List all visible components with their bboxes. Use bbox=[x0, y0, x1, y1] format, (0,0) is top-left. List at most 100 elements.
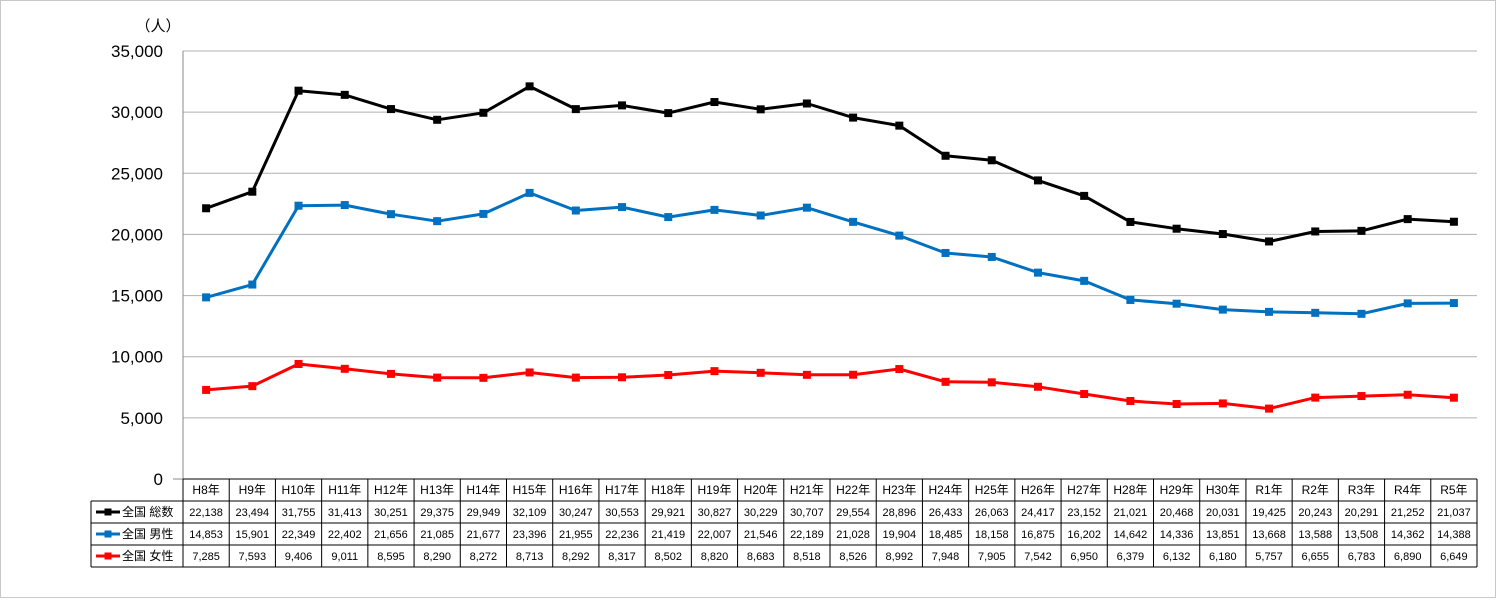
data-table-value: 21,419 bbox=[651, 529, 685, 541]
x-tick-label: R5年 bbox=[1440, 483, 1467, 497]
data-point-marker bbox=[571, 206, 580, 215]
data-table-value: 14,336 bbox=[1160, 529, 1194, 541]
data-point-marker bbox=[433, 115, 442, 124]
data-table-value: 29,921 bbox=[651, 507, 685, 519]
data-point-marker bbox=[664, 213, 673, 222]
data-point-marker bbox=[294, 359, 303, 368]
data-table-value: 16,202 bbox=[1067, 529, 1101, 541]
data-point-marker bbox=[479, 373, 488, 382]
data-point-marker bbox=[1033, 382, 1042, 391]
data-table-value: 8,272 bbox=[470, 551, 498, 563]
x-tick-label: H22年 bbox=[836, 483, 870, 497]
data-table-value: 13,851 bbox=[1206, 529, 1240, 541]
data-table-value: 8,292 bbox=[562, 551, 590, 563]
data-point-marker bbox=[618, 203, 627, 212]
data-table-value: 22,236 bbox=[605, 529, 639, 541]
legend-label: 全国 総数 bbox=[122, 504, 173, 519]
data-table-value: 23,396 bbox=[513, 529, 547, 541]
data-point-marker bbox=[756, 211, 765, 220]
x-tick-label: H26年 bbox=[1021, 483, 1055, 497]
data-point-marker bbox=[664, 371, 673, 380]
data-table-value: 30,827 bbox=[698, 507, 732, 519]
data-table-value: 8,820 bbox=[701, 551, 729, 563]
data-point-marker bbox=[941, 377, 950, 386]
data-table-value: 22,349 bbox=[282, 529, 316, 541]
data-table-value: 19,425 bbox=[1252, 507, 1286, 519]
data-point-marker bbox=[525, 82, 534, 91]
series-line bbox=[205, 191, 1454, 316]
data-point-marker bbox=[1311, 308, 1320, 317]
data-table-value: 20,031 bbox=[1206, 507, 1240, 519]
data-point-marker bbox=[1357, 226, 1366, 235]
data-table-value: 21,677 bbox=[467, 529, 501, 541]
data-table-value: 16,875 bbox=[1021, 529, 1055, 541]
data-point-marker bbox=[987, 252, 996, 261]
x-tick-label: H10年 bbox=[282, 483, 316, 497]
data-table-value: 8,595 bbox=[377, 551, 405, 563]
data-point-marker bbox=[479, 209, 488, 218]
data-point-marker bbox=[895, 231, 904, 240]
data-table-value: 30,251 bbox=[374, 507, 408, 519]
data-table-value: 26,433 bbox=[929, 507, 963, 519]
data-table-value: 21,252 bbox=[1391, 507, 1425, 519]
data-table-value: 29,949 bbox=[467, 507, 501, 519]
data-table-value: 9,406 bbox=[285, 551, 313, 563]
series-line bbox=[205, 84, 1454, 243]
data-point-marker bbox=[941, 151, 950, 160]
data-point-marker bbox=[618, 373, 627, 382]
data-table-value: 8,317 bbox=[608, 551, 636, 563]
data-point-marker bbox=[710, 367, 719, 376]
data-table-value: 8,290 bbox=[423, 551, 451, 563]
data-point-marker bbox=[941, 248, 950, 257]
data-point-marker bbox=[202, 385, 211, 394]
data-point-marker bbox=[710, 205, 719, 214]
data-table-value: 8,502 bbox=[654, 551, 682, 563]
data-point-marker bbox=[618, 101, 627, 110]
data-point-marker bbox=[1403, 299, 1412, 308]
y-tick-label: 0 bbox=[154, 470, 163, 489]
data-point-marker bbox=[1218, 305, 1227, 314]
data-point-marker bbox=[1172, 224, 1181, 233]
data-point-marker bbox=[1449, 299, 1458, 308]
data-point-marker bbox=[571, 373, 580, 382]
x-tick-label: H25年 bbox=[975, 483, 1009, 497]
data-point-marker bbox=[294, 86, 303, 95]
x-tick-label: R1年 bbox=[1255, 483, 1282, 497]
data-point-marker bbox=[895, 365, 904, 374]
data-point-marker bbox=[1403, 390, 1412, 399]
data-point-marker bbox=[1033, 268, 1042, 277]
data-table-value: 20,291 bbox=[1345, 507, 1379, 519]
data-table-value: 13,508 bbox=[1345, 529, 1379, 541]
data-table-value: 6,649 bbox=[1440, 551, 1468, 563]
data-table-value: 22,402 bbox=[328, 529, 362, 541]
data-table-value: 21,085 bbox=[420, 529, 454, 541]
data-point-marker bbox=[1218, 399, 1227, 408]
data-table-value: 6,379 bbox=[1117, 551, 1145, 563]
data-point-marker bbox=[756, 368, 765, 377]
data-table-value: 21,021 bbox=[1114, 507, 1148, 519]
data-table-value: 23,494 bbox=[235, 507, 269, 519]
data-table-value: 30,229 bbox=[744, 507, 778, 519]
data-table-value: 31,413 bbox=[328, 507, 362, 519]
data-point-marker bbox=[248, 382, 257, 391]
data-table-value: 13,588 bbox=[1298, 529, 1332, 541]
x-tick-label: H28年 bbox=[1113, 483, 1147, 497]
legend-key-marker bbox=[104, 530, 112, 538]
data-table-value: 22,138 bbox=[189, 507, 223, 519]
data-table-value: 6,950 bbox=[1070, 551, 1098, 563]
data-point-marker bbox=[1080, 191, 1089, 200]
series-lines bbox=[205, 84, 1454, 411]
data-table-value: 26,063 bbox=[975, 507, 1009, 519]
x-tick-label: H24年 bbox=[929, 483, 963, 497]
data-table-value: 31,755 bbox=[282, 507, 316, 519]
data-table-value: 29,554 bbox=[836, 507, 870, 519]
x-tick-label: H9年 bbox=[239, 483, 266, 497]
data-table-value: 21,028 bbox=[836, 529, 870, 541]
data-point-marker bbox=[664, 109, 673, 118]
data-point-marker bbox=[433, 373, 442, 382]
data-point-marker bbox=[1265, 237, 1274, 246]
data-table-value: 8,683 bbox=[747, 551, 775, 563]
data-table-value: 8,713 bbox=[516, 551, 544, 563]
data-table-value: 14,853 bbox=[189, 529, 223, 541]
